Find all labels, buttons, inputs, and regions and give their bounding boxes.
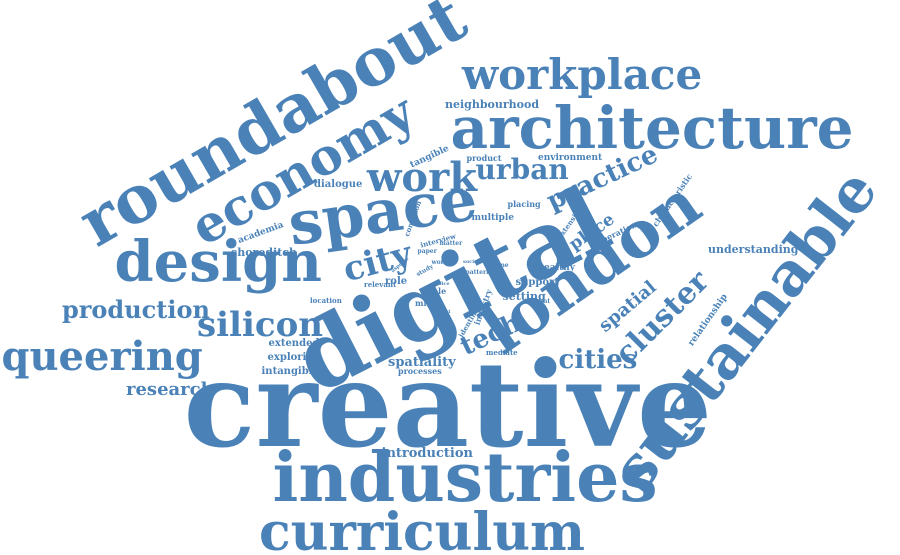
word-environment: environment: [538, 152, 603, 163]
word-pattern: pattern: [465, 269, 491, 276]
word-shoreditch: shoreditch: [231, 245, 297, 259]
word-silicon: silicon: [197, 305, 323, 345]
word-paper: paper: [417, 248, 437, 255]
word-healthy: healthy: [537, 262, 575, 273]
word-exploring: exploring: [267, 352, 321, 363]
word-design: design: [114, 229, 322, 295]
word-production: production: [62, 295, 210, 324]
word-curriculum: curriculum: [259, 502, 586, 555]
word-work: work: [367, 154, 477, 201]
word-architecture: architecture: [450, 94, 854, 162]
word-office: office: [434, 280, 450, 287]
word-processes: processes: [398, 366, 442, 376]
word-spatiality: spatiality: [388, 354, 456, 370]
word-cities: cities: [558, 345, 638, 375]
word-neighbourhood: neighbourhood: [445, 97, 540, 111]
word-research: research: [126, 379, 214, 400]
word-introduction: introduction: [381, 445, 473, 461]
word-theme: theme: [487, 262, 509, 269]
word-placing: placing: [507, 199, 541, 209]
word-event: event: [435, 308, 451, 315]
word-matter: matter: [439, 240, 463, 247]
word-workplace: workplace: [462, 50, 703, 99]
word-micro: micro: [415, 298, 441, 308]
word-role: role: [385, 276, 408, 287]
word-worker: worker: [431, 259, 455, 266]
word-relevant: relevant: [364, 279, 397, 289]
word-scale: scale: [423, 286, 447, 296]
word-creative: creative: [183, 335, 713, 474]
word-multiple: multiple: [471, 212, 515, 223]
word-setting: setting: [502, 289, 546, 303]
word-urban: urban: [475, 153, 569, 186]
word-account: account: [523, 298, 551, 305]
word-queering: queering: [1, 333, 203, 380]
word-intangible: intangible: [261, 366, 319, 377]
word-product: product: [466, 153, 502, 163]
word-location: location: [310, 295, 342, 305]
word-extended: extended: [268, 338, 320, 349]
word-mediate: mediate: [486, 347, 518, 357]
word-understanding: understanding: [708, 242, 799, 256]
word-support: support: [515, 277, 559, 288]
word-social: social: [463, 258, 480, 265]
word-industries: industries: [272, 438, 658, 518]
word-dialogue: dialogue: [314, 179, 363, 190]
